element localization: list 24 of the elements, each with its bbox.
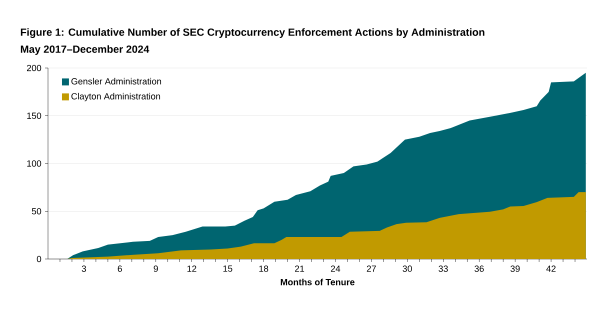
x-tick-label: 42 <box>546 266 556 272</box>
chart-subtitle: May 2017–December 2024 <box>20 45 150 55</box>
x-tick-label: 27 <box>366 266 376 272</box>
x-tick-label: 39 <box>510 266 520 272</box>
legend-label: Clayton Administration <box>71 92 160 102</box>
y-tick-label: 0 <box>36 256 42 262</box>
x-tick-label: 24 <box>330 266 340 272</box>
y-tick-label: 200 <box>26 64 42 72</box>
x-tick-label: 3 <box>82 266 86 272</box>
x-tick-label: 36 <box>474 266 484 272</box>
y-tick-label: 100 <box>27 160 42 167</box>
y-tick-label: 150 <box>27 112 42 119</box>
x-tick-label: 21 <box>295 266 304 272</box>
x-tick-label: 15 <box>223 266 232 272</box>
chart-title: Figure 1: Cumulative Number of SEC Cryptocurrency Enforcement Actions by Administration <box>20 28 484 38</box>
x-tick-label: 6 <box>118 266 122 272</box>
legend-label: Gensler Administration <box>71 78 162 85</box>
x-tick-label: 12 <box>187 266 196 272</box>
x-tick-label: 18 <box>259 266 268 272</box>
x-axis-title: Months of Tenure <box>280 278 354 286</box>
x-tick-label: 9 <box>154 266 158 272</box>
x-tick-label: 33 <box>438 266 448 272</box>
y-tick-label: 50 <box>32 208 42 214</box>
x-tick-label: 30 <box>402 266 412 272</box>
